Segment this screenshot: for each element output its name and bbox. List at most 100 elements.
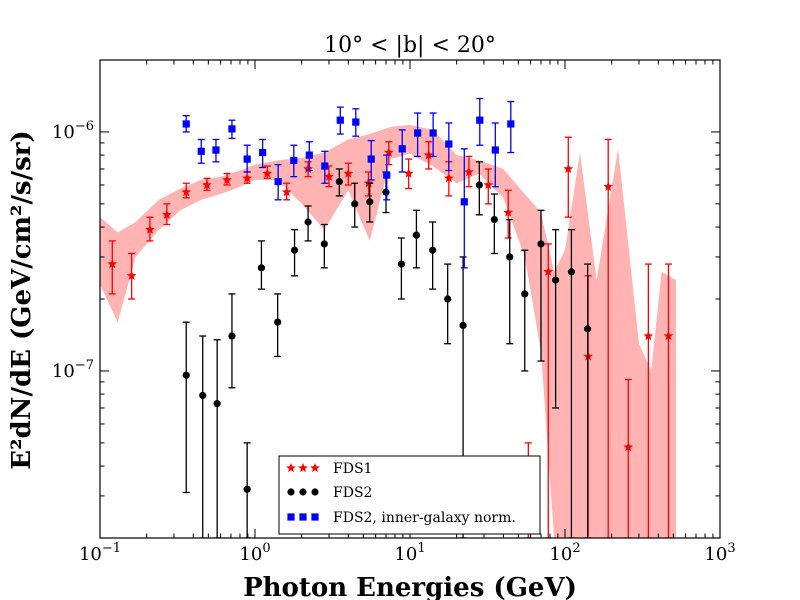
fds1-point: [403, 168, 414, 178]
fds2-point: [444, 295, 452, 303]
fds2-inner-point: [274, 177, 282, 186]
fds2-point: [584, 325, 592, 333]
fds1-point: [107, 259, 117, 269]
fds1-point: [444, 173, 454, 183]
uncertainty-band-layer: [100, 124, 676, 538]
fds2-inner-legend-marker: [299, 513, 307, 521]
y-tick-label: 10−7: [52, 358, 94, 382]
fds2-inner-legend-marker: [287, 513, 295, 521]
fds2-point: [228, 332, 236, 340]
fds2-inner-point: [398, 145, 406, 153]
fds2-inner-point: [476, 116, 484, 124]
fds2-point: [304, 218, 312, 226]
axis-ticks-layer: [99, 59, 721, 539]
fds1-point: [384, 147, 394, 157]
fds1-point: [503, 207, 513, 217]
fds1-point: [242, 173, 252, 183]
fds2-inner-point: [367, 155, 375, 163]
fds2-inner-point: [212, 146, 220, 154]
fds2-legend-marker: [311, 488, 319, 496]
fds1-point: [181, 187, 191, 197]
fds2-point: [490, 215, 498, 224]
legend-label-fds2-inner: FDS2, inner-galaxy norm.: [333, 510, 516, 526]
fds1-point: [563, 164, 573, 173]
fds2-inner-point: [336, 116, 344, 124]
fds2-point: [459, 321, 467, 330]
fds2-inner-point: [243, 155, 251, 163]
fds1-point: [262, 168, 272, 178]
legend: FDS1 FDS2 FDS2, inner-galaxy norm.: [278, 455, 541, 535]
fds2-inner-point: [182, 120, 190, 128]
fds2-point: [521, 290, 529, 298]
x-axis-title: Photon Energies (GeV): [243, 573, 577, 600]
fds2-point: [552, 276, 560, 284]
fds2-inner-point: [228, 125, 236, 133]
fds2-inner-point: [414, 129, 422, 137]
fds2-point: [429, 246, 437, 254]
fds2-point: [412, 231, 421, 239]
fds2-point: [506, 253, 514, 261]
fds2-legend-marker: [299, 488, 307, 496]
tick-labels-layer: 10−1 100 101 102 103 10−7 10−6: [52, 119, 736, 565]
fds1-uncertainty-band: [100, 124, 676, 538]
fds2-point: [366, 198, 374, 206]
legend-box: [278, 455, 541, 535]
fds2-point: [397, 260, 405, 268]
fds1-point: [162, 209, 172, 219]
fds2-point: [274, 318, 282, 326]
fds2-point: [567, 268, 576, 276]
fds2-inner-point: [305, 151, 313, 159]
fds2-point: [257, 264, 266, 272]
fds1-point: [603, 181, 613, 191]
fds2-point: [382, 188, 390, 196]
legend-label-fds2: FDS2: [333, 485, 372, 501]
fds2-inner-point: [460, 198, 468, 206]
fds1-point: [145, 224, 155, 234]
fds1-legend-marker: [298, 463, 308, 472]
fds2-inner-point: [383, 171, 391, 179]
fds2-point: [243, 485, 251, 493]
fds2-inner-point: [429, 129, 437, 137]
fds2-point: [537, 240, 545, 248]
fds1-point: [663, 331, 674, 341]
fds2-inner-point: [352, 118, 360, 126]
fds2-point: [320, 240, 328, 248]
y-axis-title: E²dN/dE (GeV/cm²/s/sr): [7, 130, 37, 469]
fds2-point: [335, 177, 343, 186]
fds2-inner-point: [290, 156, 298, 165]
x-tick-label: 100: [239, 541, 270, 565]
fds2-point: [351, 200, 359, 208]
fds2-inner-point: [259, 148, 267, 157]
fds1-legend-marker: [310, 463, 320, 472]
x-tick-label: 10−1: [79, 541, 121, 565]
fds2-legend-marker: [287, 488, 295, 496]
fds2-series: [182, 161, 592, 538]
chart-title: 10° < |b| < 20°: [324, 33, 496, 58]
data-marks-layer: [107, 97, 674, 538]
fds2-inner-point: [507, 120, 515, 128]
fds1-point: [483, 180, 494, 189]
x-tick-label: 101: [394, 541, 425, 565]
fds1-point: [343, 168, 354, 178]
fds1-point: [202, 180, 212, 189]
fds2-inner-point: [321, 162, 329, 170]
fds1-point: [623, 442, 633, 452]
fds2-inner-point: [445, 140, 453, 148]
fds1-point: [126, 270, 137, 280]
fds1-point: [281, 187, 292, 197]
fds1-point: [222, 174, 232, 184]
fds2-inner-point: [197, 147, 205, 155]
fds1-point: [324, 171, 334, 181]
fds2-point: [213, 400, 221, 408]
fds2-inner-series: [182, 97, 515, 269]
legend-markers: [286, 463, 320, 521]
fds1-point: [643, 331, 654, 341]
fds2-inner-legend-marker: [311, 513, 319, 521]
x-tick-label: 102: [549, 541, 580, 565]
legend-label-fds1: FDS1: [333, 461, 372, 477]
fds2-inner-point: [491, 146, 499, 154]
x-tick-label: 103: [704, 541, 735, 565]
fds2-point: [199, 391, 207, 400]
fds1-point: [464, 167, 474, 176]
